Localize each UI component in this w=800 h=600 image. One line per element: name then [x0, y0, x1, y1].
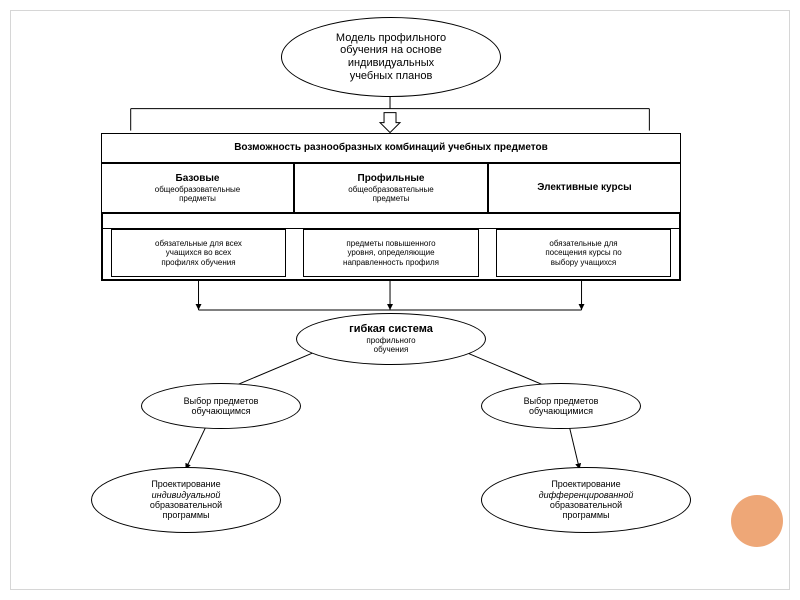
top-line1: Модель профильного — [336, 32, 446, 45]
choice-left-ellipse: Выбор предметов обучающимся — [141, 383, 301, 429]
design-left-l2: индивидуальной — [152, 490, 221, 500]
design-right-l4: программы — [562, 510, 609, 520]
design-right-l3: образовательной — [550, 500, 622, 510]
flex-title: гибкая система — [349, 323, 433, 336]
c1d2: учащихся во всех — [166, 248, 231, 257]
design-left-l1: Проектирование — [151, 479, 220, 489]
design-left-ellipse: Проектирование индивидуальной образовате… — [91, 467, 281, 533]
c1d3: профилях обучения — [161, 258, 235, 267]
design-right-l2: дифференцированной — [539, 490, 634, 500]
design-right-l1: Проектирование — [551, 479, 620, 489]
col3-desc: обязательные для посещения курсы по выбо… — [496, 229, 671, 277]
choice-right-l2: обучающимися — [529, 406, 593, 416]
flex-sub2: обучения — [374, 345, 409, 354]
c1d1: обязательные для всех — [155, 239, 242, 248]
top-line2: обучения на основе — [340, 44, 442, 57]
flexible-system-ellipse: гибкая система профильного обучения — [296, 313, 486, 365]
c2d1: предметы повышенного — [346, 239, 435, 248]
col2-title-text: Профильные — [358, 173, 425, 185]
top-line4: учебных планов — [350, 70, 433, 83]
design-left-l4: программы — [162, 510, 209, 520]
col2-sub1: общеобразовательные — [348, 185, 433, 194]
col3-title-text: Элективные курсы — [537, 182, 631, 194]
flex-sub1: профильного — [366, 336, 415, 345]
c3d3: выбору учащихся — [551, 258, 617, 267]
col1-sub1: общеобразовательные — [155, 185, 240, 194]
c3d1: обязательные для — [549, 239, 617, 248]
col2-sub2: предметы — [373, 194, 410, 203]
table-header: Возможность разнообразных комбинаций уче… — [101, 133, 681, 163]
top-line3: индивидуальных — [348, 57, 434, 70]
top-ellipse: Модель профильного обучения на основе ин… — [281, 17, 501, 97]
c2d2: уровня, определяющие — [347, 248, 434, 257]
choice-left-l1: Выбор предметов — [184, 396, 259, 406]
col1-desc: обязательные для всех учащихся во всех п… — [111, 229, 286, 277]
col1-title-text: Базовые — [176, 173, 220, 185]
choice-left-l2: обучающимся — [192, 406, 251, 416]
choice-right-ellipse: Выбор предметов обучающимися — [481, 383, 641, 429]
col2-desc: предметы повышенного уровня, определяющи… — [303, 229, 479, 277]
col3-title: Элективные курсы — [488, 163, 681, 213]
c3d2: посещения курсы по — [545, 248, 621, 257]
design-left-l3: образовательной — [150, 500, 222, 510]
diagram-frame: Модель профильного обучения на основе ин… — [10, 10, 790, 590]
col1-sub2: предметы — [179, 194, 216, 203]
design-right-ellipse: Проектирование дифференцированной образо… — [481, 467, 691, 533]
gap-row — [101, 213, 681, 229]
choice-right-l1: Выбор предметов — [524, 396, 599, 406]
accent-circle — [731, 495, 783, 547]
c2d3: направленность профиля — [343, 258, 439, 267]
table-header-text: Возможность разнообразных комбинаций уче… — [234, 142, 548, 154]
col1-title: Базовые общеобразовательные предметы — [101, 163, 294, 213]
col2-title: Профильные общеобразовательные предметы — [294, 163, 488, 213]
